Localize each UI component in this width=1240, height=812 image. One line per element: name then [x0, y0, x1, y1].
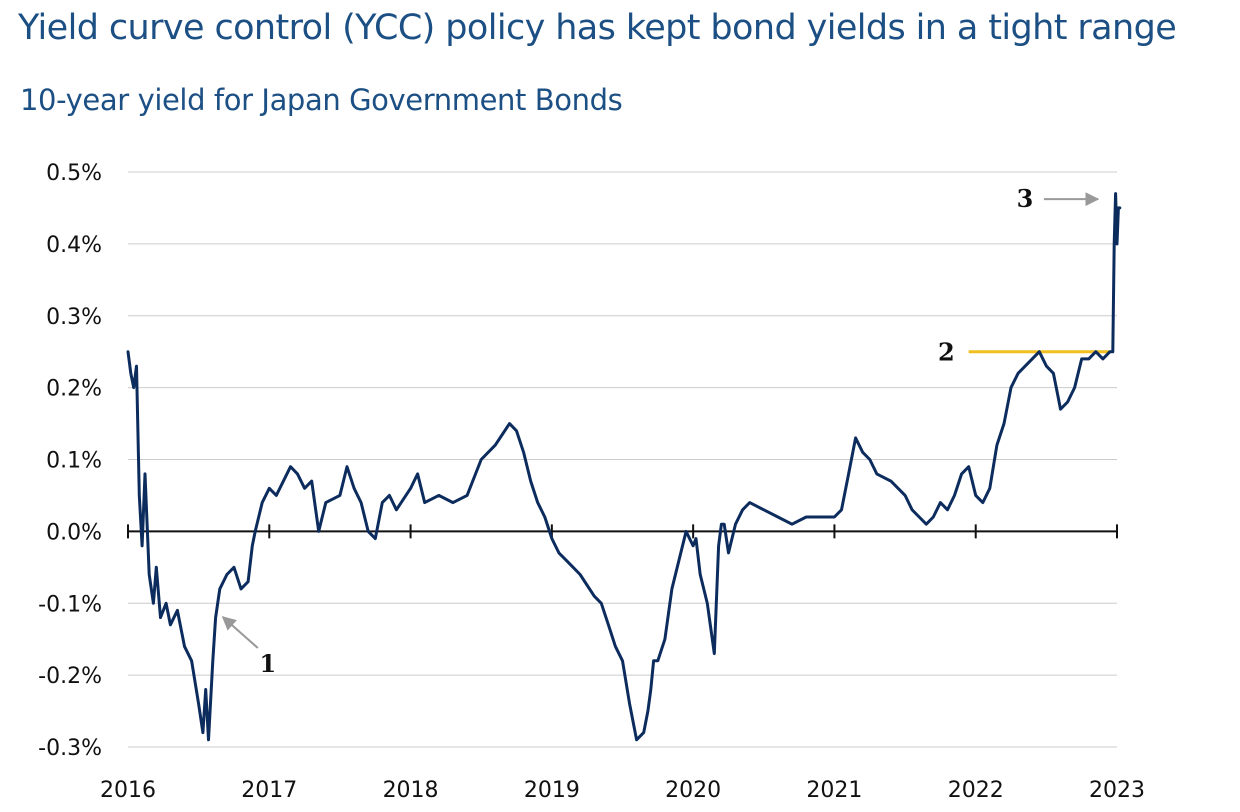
x-tick-label: 2023: [1089, 778, 1145, 803]
y-tick-label: 0.2%: [46, 377, 102, 402]
y-tick-label: 0.5%: [46, 161, 102, 186]
series-line: [126, 192, 1122, 742]
y-tick-label: 0.3%: [46, 305, 102, 330]
zero-axis: [127, 524, 1118, 539]
y-tick-label: 0.4%: [46, 233, 102, 258]
x-axis-tick-labels: 2016 2017 2018 2019 2020 2021 2022 2023: [100, 778, 1145, 803]
series-lines: [126, 192, 1122, 742]
chart-subtitle: 10-year yield for Japan Government Bonds: [20, 83, 623, 117]
x-tick-label: 2018: [383, 778, 439, 803]
annotation-label-2: 2: [938, 338, 955, 367]
y-axis-tick-labels: 0.5% 0.4% 0.3% 0.2% 0.1% 0.0% -0.1% -0.2% -0.3%: [38, 161, 102, 761]
x-tick-label: 2019: [524, 778, 580, 803]
y-tick-label: -0.1%: [38, 592, 102, 617]
x-tick-label: 2022: [948, 778, 1004, 803]
y-tick-label: 0.0%: [46, 520, 102, 545]
gridlines: [128, 171, 1117, 748]
annotation-arrow-1: [221, 616, 259, 649]
chart-title: Yield curve control (YCC) policy has kep…: [18, 8, 1177, 48]
x-tick-label: 2021: [806, 778, 862, 803]
x-tick-label: 2017: [241, 778, 297, 803]
annotations: 1 2 3: [221, 184, 1100, 678]
annotation-label-1: 1: [259, 649, 276, 678]
y-tick-label: 0.1%: [46, 449, 102, 474]
x-tick-label: 2020: [665, 778, 721, 803]
y-tick-label: -0.2%: [38, 664, 102, 689]
y-tick-label: -0.3%: [38, 736, 102, 761]
x-tick-label: 2016: [100, 778, 156, 803]
annotation-label-3: 3: [1017, 184, 1034, 213]
